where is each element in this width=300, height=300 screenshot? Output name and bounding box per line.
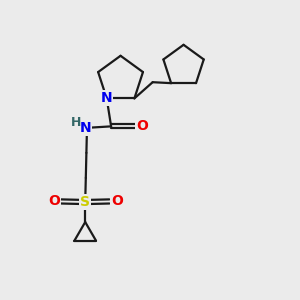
Text: O: O xyxy=(111,194,123,208)
Text: N: N xyxy=(101,92,112,105)
Text: N: N xyxy=(80,121,91,135)
Text: O: O xyxy=(136,119,148,134)
Text: O: O xyxy=(48,194,60,208)
Text: H: H xyxy=(70,116,81,129)
Text: S: S xyxy=(80,195,90,209)
